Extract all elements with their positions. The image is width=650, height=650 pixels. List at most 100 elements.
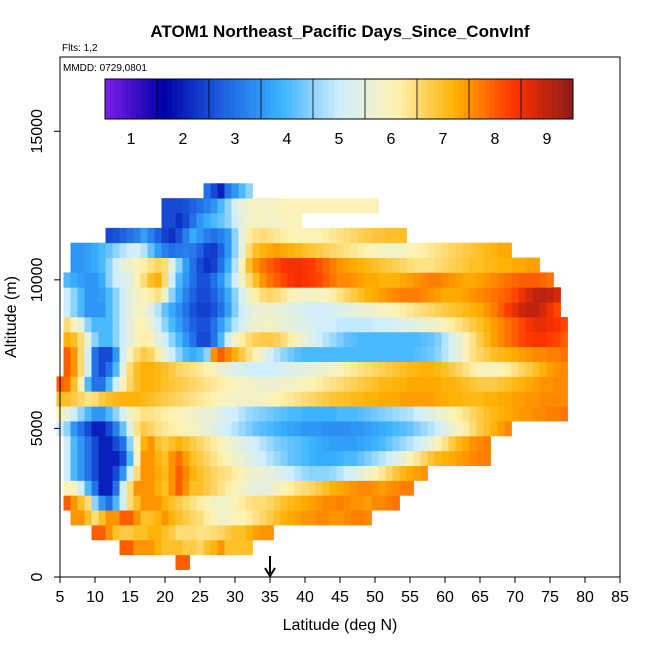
heatmap-cell xyxy=(441,242,449,258)
heatmap-cell xyxy=(91,495,99,511)
heatmap-cell xyxy=(343,435,351,452)
heatmap-cell xyxy=(308,495,316,511)
y-tick-label: 10000 xyxy=(29,258,46,303)
heatmap-cell xyxy=(448,391,456,407)
heatmap-cell xyxy=(301,287,309,303)
heatmap-cell xyxy=(161,346,169,362)
heatmap-cell xyxy=(483,406,491,422)
heatmap-cell xyxy=(315,257,323,273)
heatmap-cell xyxy=(483,257,491,273)
colorbar-segment xyxy=(401,79,407,119)
heatmap-cell xyxy=(273,272,281,288)
heatmap-cell xyxy=(147,450,155,466)
heatmap-cell xyxy=(287,435,295,452)
heatmap-cell xyxy=(126,227,134,244)
heatmap-cell xyxy=(294,465,302,481)
heatmap-cell xyxy=(350,406,358,422)
heatmap-cell xyxy=(490,272,498,288)
colorbar-segment xyxy=(526,79,532,119)
heatmap-cell xyxy=(210,257,218,273)
heatmap-cell xyxy=(77,376,85,392)
heatmap-cell xyxy=(154,495,162,511)
heatmap-cell xyxy=(364,242,372,258)
heatmap-cell xyxy=(119,525,127,541)
heatmap-cell xyxy=(238,421,246,437)
heatmap-cell xyxy=(273,331,281,348)
heatmap-cell xyxy=(357,376,365,392)
heatmap-cell xyxy=(546,406,554,422)
heatmap-cell xyxy=(252,287,260,303)
heatmap-cell xyxy=(280,257,288,273)
heatmap-cell xyxy=(539,391,547,407)
heatmap-cell xyxy=(378,361,386,377)
heatmap-cell xyxy=(70,480,78,496)
heatmap-cell xyxy=(84,361,92,377)
heatmap-cell xyxy=(399,317,407,333)
heatmap-cell xyxy=(84,242,92,258)
heatmap-cell xyxy=(392,361,400,377)
latitude-marker-arrow xyxy=(264,556,276,578)
heatmap-cell xyxy=(182,435,190,452)
heatmap-cell xyxy=(217,287,225,303)
heatmap-cell xyxy=(266,227,274,244)
heatmap-cell xyxy=(210,510,218,526)
heatmap-cell xyxy=(133,435,141,452)
heatmap-cell xyxy=(497,287,505,303)
heatmap-cell xyxy=(448,257,456,273)
heatmap-cell xyxy=(126,525,134,541)
heatmap-cell xyxy=(147,346,155,362)
heatmap-cell xyxy=(350,450,358,466)
heatmap-cell xyxy=(427,421,435,437)
heatmap-cell xyxy=(462,346,470,362)
heatmap-cell xyxy=(336,495,344,511)
heatmap-cell xyxy=(203,346,211,362)
heatmap-cell xyxy=(336,257,344,273)
heatmap-cell xyxy=(294,331,302,348)
heatmap-cell xyxy=(217,539,225,556)
heatmap-cell xyxy=(343,272,351,288)
heatmap-cell xyxy=(112,331,120,348)
heatmap-cell xyxy=(378,257,386,273)
heatmap-cell xyxy=(133,465,141,481)
colorbar-segment xyxy=(469,79,475,119)
heatmap-cell xyxy=(119,435,127,452)
heatmap-cell xyxy=(385,361,393,377)
heatmap-cell xyxy=(266,480,274,496)
heatmap-cell xyxy=(315,465,323,481)
heatmap-cell xyxy=(420,317,428,333)
heatmap-cell xyxy=(126,465,134,481)
heatmap-cell xyxy=(406,376,414,392)
heatmap-cell xyxy=(63,302,71,318)
heatmap-cell xyxy=(350,465,358,481)
heatmap-cell xyxy=(301,465,309,481)
heatmap-cell xyxy=(476,435,484,452)
heatmap-cell xyxy=(469,421,477,437)
heatmap-cell xyxy=(378,302,386,318)
colorbar-segment xyxy=(266,79,272,119)
heatmap-cell xyxy=(168,317,176,333)
heatmap-cell xyxy=(364,391,372,407)
heatmap-cell xyxy=(434,331,442,348)
heatmap-cell xyxy=(175,554,183,570)
heatmap-cell xyxy=(133,450,141,466)
heatmap-cell xyxy=(245,227,253,244)
heatmap-cell xyxy=(154,361,162,377)
heatmap-cell xyxy=(329,361,337,377)
heatmap-cell xyxy=(504,421,512,437)
heatmap-cell xyxy=(357,331,365,348)
heatmap-cell xyxy=(350,376,358,392)
heatmap-cell xyxy=(182,227,190,244)
heatmap-cell xyxy=(525,406,533,422)
heatmap-cell xyxy=(210,227,218,244)
heatmap-cell xyxy=(532,406,540,422)
heatmap-cell xyxy=(91,406,99,422)
heatmap-cell xyxy=(161,525,169,541)
heatmap-cell xyxy=(91,346,99,362)
x-tick-label: 85 xyxy=(611,589,629,606)
heatmap-cell xyxy=(336,361,344,377)
heatmap-cell xyxy=(455,287,463,303)
colorbar-segment xyxy=(287,79,293,119)
heatmap-cell xyxy=(315,421,323,437)
heatmap-cell xyxy=(511,361,519,377)
heatmap-cell xyxy=(413,450,421,466)
